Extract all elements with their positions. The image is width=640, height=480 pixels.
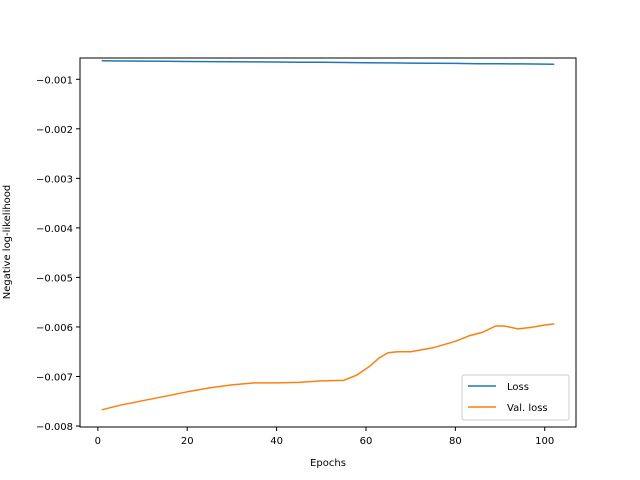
x-tick-label: 20 <box>181 436 194 447</box>
y-tick-label: −0.002 <box>36 125 73 136</box>
y-tick-label: −0.001 <box>36 75 73 86</box>
legend-label-loss: Loss <box>507 382 529 393</box>
series-line-loss <box>101 59 555 65</box>
x-tick-label: 80 <box>449 436 462 447</box>
x-tick-label: 40 <box>270 436 283 447</box>
legend: Loss Val. loss <box>461 374 570 421</box>
y-tick-label: −0.005 <box>36 273 73 284</box>
y-tick-label: −0.003 <box>36 174 73 185</box>
x-tick-label: 100 <box>535 436 554 447</box>
y-tick-label: −0.004 <box>36 224 73 235</box>
legend-label-val-loss: Val. loss <box>507 403 548 414</box>
axes-frame <box>79 57 577 428</box>
x-axis-label: Epochs <box>310 458 346 469</box>
y-axis-label: Negative log-likelihood <box>2 185 13 300</box>
y-tick-label: −0.006 <box>36 323 73 334</box>
y-tick-label: −0.008 <box>36 422 73 433</box>
y-tick-label: −0.007 <box>36 372 73 383</box>
x-axis-ticks: 0 20 40 60 80 100 <box>95 427 554 447</box>
x-tick-label: 60 <box>360 436 373 447</box>
series-line-val-loss <box>101 323 555 411</box>
series-lines <box>101 59 555 411</box>
x-tick-label: 0 <box>95 436 101 447</box>
y-axis-ticks: −0.001 −0.002 −0.003 −0.004 −0.005 −0.006 −0.0… <box>36 75 80 433</box>
